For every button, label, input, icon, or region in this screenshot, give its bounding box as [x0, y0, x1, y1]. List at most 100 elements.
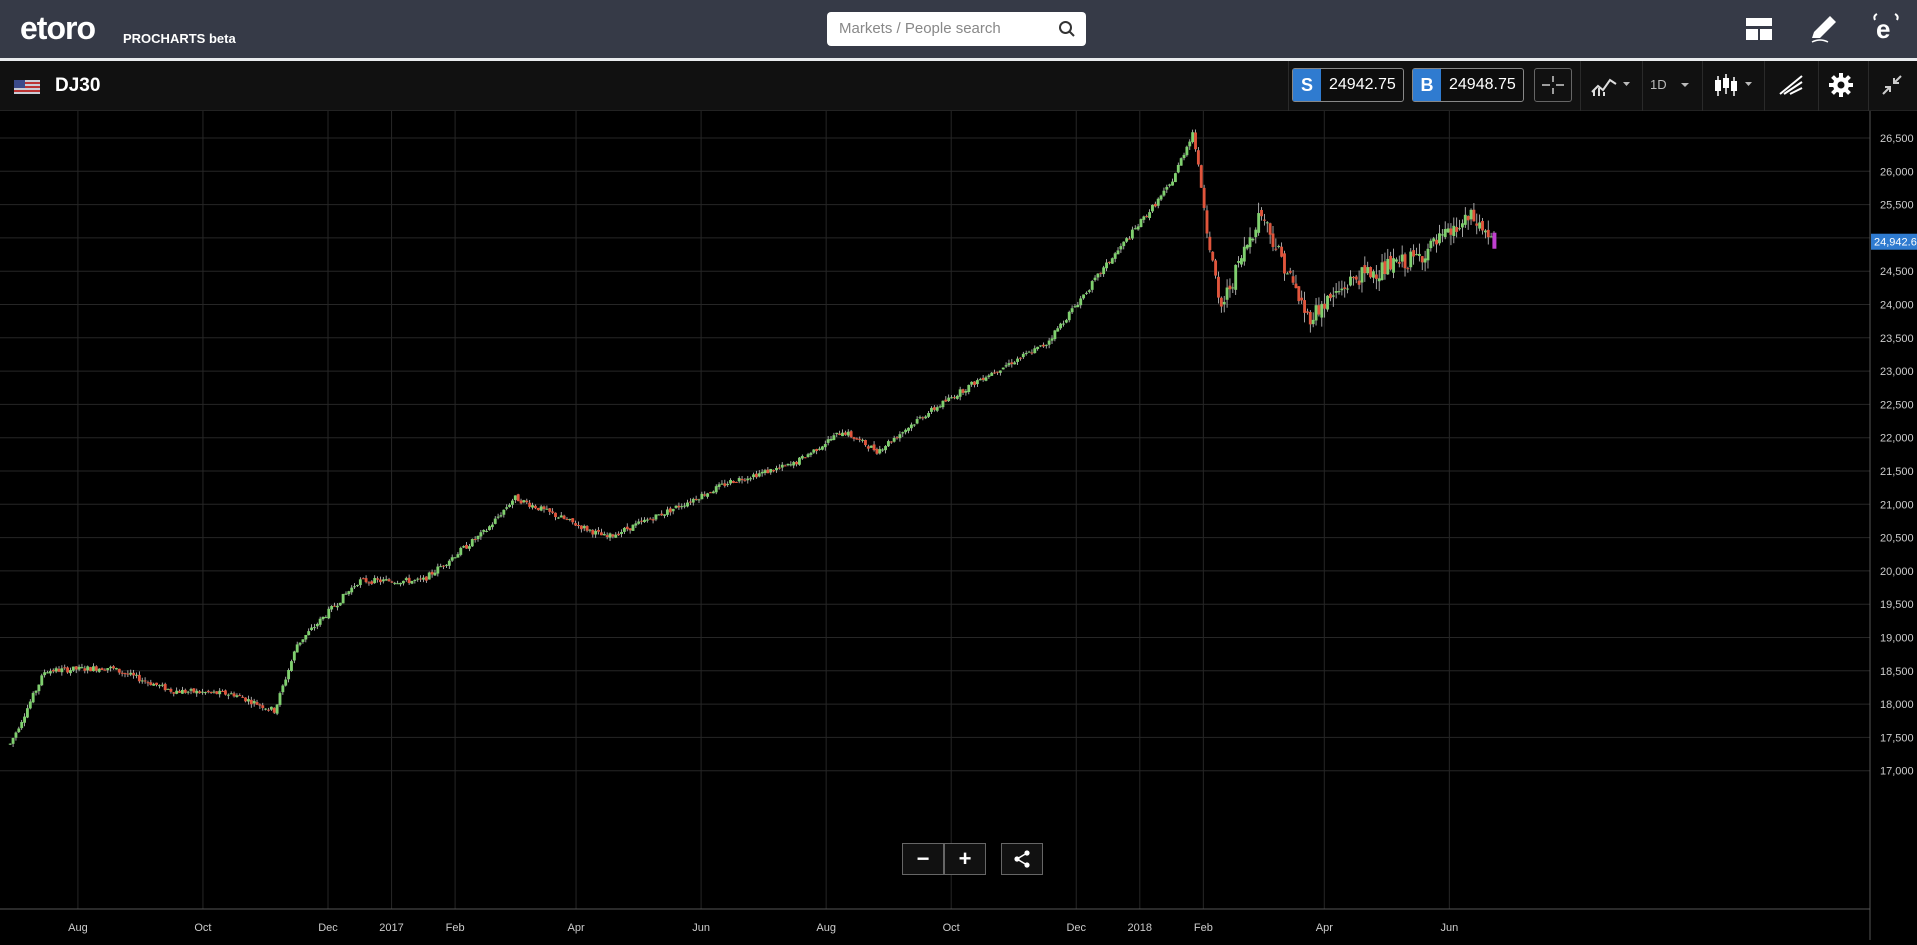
candle-body	[48, 671, 52, 674]
candle-body	[1059, 323, 1063, 329]
candle-body	[714, 486, 718, 493]
candle-body	[485, 530, 489, 532]
candle-body	[539, 506, 543, 511]
candle-body	[1271, 233, 1275, 248]
candle-body	[955, 395, 959, 399]
y-tick-label: 21,500	[1880, 466, 1914, 478]
candle-body	[554, 512, 557, 518]
settings-button[interactable]	[1824, 68, 1858, 102]
candle-body	[1105, 262, 1108, 269]
candle-body	[1283, 253, 1286, 274]
candle-body	[892, 437, 896, 442]
candle-body	[1334, 291, 1338, 293]
collapse-button[interactable]	[1875, 68, 1909, 102]
candle-body	[987, 375, 991, 378]
candle-body	[1162, 190, 1166, 196]
candle-body	[508, 504, 512, 507]
candle-body	[660, 513, 664, 516]
buy-button[interactable]: B 24948.75	[1412, 68, 1524, 102]
candle-body	[967, 384, 971, 392]
sell-price: 24942.75	[1329, 76, 1396, 93]
x-tick-label: 2018	[1128, 922, 1152, 934]
zoom-out-button[interactable]: −	[902, 843, 944, 875]
candle-body	[459, 547, 463, 555]
candle-body	[341, 593, 345, 604]
candle-body	[238, 695, 242, 697]
candle-body	[665, 509, 669, 515]
layout-icon[interactable]	[1742, 12, 1776, 46]
candle-body	[803, 457, 807, 459]
candle-body	[123, 673, 127, 675]
candle-body	[1079, 298, 1083, 306]
candle-body	[20, 721, 24, 729]
candle-body	[1185, 146, 1189, 156]
candle-body	[218, 690, 222, 695]
candle-body	[1245, 245, 1249, 249]
candle-body	[775, 467, 778, 471]
candle-body	[1004, 365, 1008, 367]
last-price-label: 24,942.6	[1874, 237, 1917, 249]
candle-body	[855, 438, 859, 440]
candle-body	[663, 514, 666, 516]
timeframe-select[interactable]: 1D	[1650, 68, 1694, 102]
etoro-e-icon[interactable]: e	[1870, 12, 1904, 46]
y-tick-label: 26,000	[1880, 166, 1914, 178]
etoro-logo[interactable]: etoro	[20, 10, 96, 46]
candle-body	[1053, 330, 1057, 340]
pencil-icon[interactable]	[1806, 12, 1840, 46]
candle-body	[737, 478, 741, 482]
sell-button[interactable]: S 24942.75	[1292, 68, 1404, 102]
candle-body	[1202, 187, 1206, 208]
y-tick-label: 19,000	[1880, 633, 1914, 645]
us-flag-icon	[14, 80, 40, 94]
y-tick-label: 19,500	[1880, 599, 1914, 611]
candle-body	[749, 478, 753, 480]
zoom-in-button[interactable]: +	[944, 843, 986, 875]
candle-body	[166, 688, 170, 690]
candle-body	[1128, 238, 1131, 240]
candle-body	[628, 528, 632, 531]
y-tick-label: 17,500	[1880, 732, 1914, 744]
crosshair-button[interactable]	[1534, 68, 1572, 102]
candle-body	[838, 433, 842, 435]
x-tick-label: Oct	[943, 922, 960, 934]
candle-body	[898, 434, 902, 439]
indicators-button[interactable]	[1588, 68, 1634, 102]
price-chart[interactable]: 26,50026,00025,50025,00024,50024,00023,5…	[0, 111, 1917, 940]
search-icon[interactable]	[1058, 20, 1076, 38]
candle-body	[393, 582, 397, 584]
x-tick-label: Feb	[1194, 922, 1213, 934]
candlestick-chart[interactable]: 26,50026,00025,50025,00024,50024,00023,5…	[0, 111, 1917, 940]
candle-body	[947, 397, 951, 402]
candle-body	[178, 690, 181, 693]
share-button[interactable]	[1001, 843, 1043, 875]
candle-body	[1400, 254, 1404, 262]
candle-body	[984, 377, 988, 381]
candle-body	[978, 379, 982, 381]
candle-body	[588, 529, 592, 531]
search-input[interactable]: Markets / People search	[827, 12, 1086, 46]
drawing-tools-button[interactable]	[1774, 68, 1808, 102]
candle-body	[413, 579, 417, 581]
candle-body	[1331, 295, 1335, 297]
candle-body	[1297, 286, 1301, 302]
collapse-icon	[1882, 75, 1902, 95]
y-tick-label: 24,500	[1880, 266, 1914, 278]
candle-body	[235, 695, 239, 697]
candle-body	[668, 508, 672, 513]
candle-body	[1274, 248, 1278, 250]
candle-body	[709, 492, 712, 494]
candle-body	[295, 644, 299, 653]
candle-body	[1194, 132, 1197, 150]
candle-body	[1377, 278, 1381, 282]
candle-body	[599, 532, 603, 536]
candle-body	[818, 448, 821, 450]
candle-body	[1486, 229, 1490, 238]
candle-body	[183, 689, 187, 693]
candle-body	[175, 690, 179, 694]
instrument-name[interactable]: DJ30	[55, 75, 101, 96]
chart-type-button[interactable]	[1710, 68, 1756, 102]
candle-body	[1093, 277, 1097, 281]
candle-body	[1417, 253, 1421, 256]
candle-body	[1268, 223, 1272, 235]
